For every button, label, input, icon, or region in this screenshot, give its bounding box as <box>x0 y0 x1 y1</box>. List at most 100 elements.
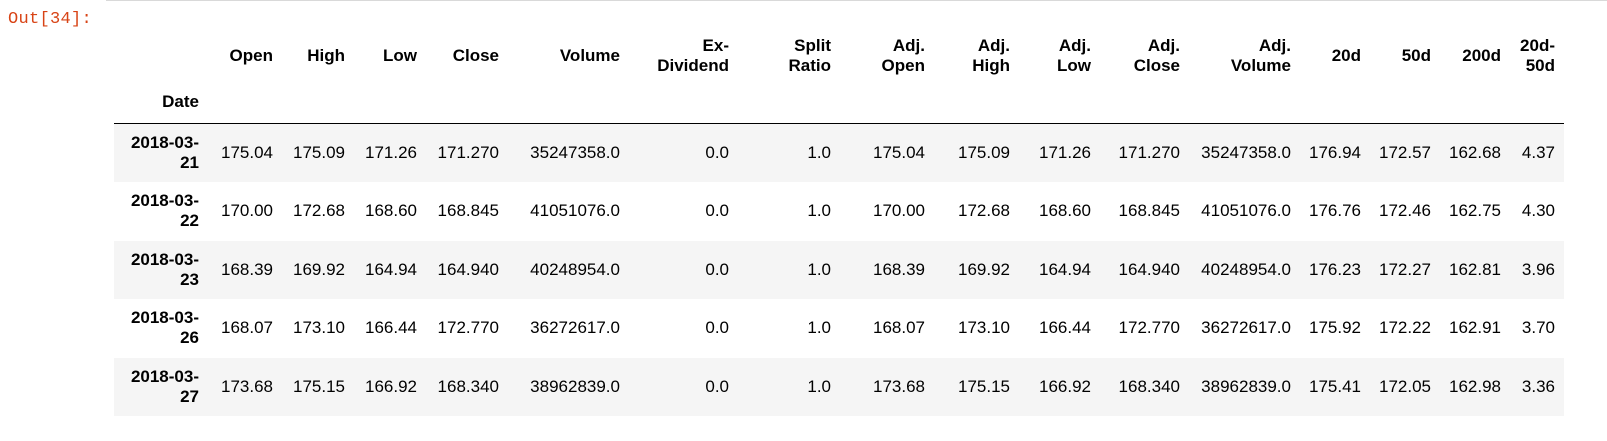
column-header: 20d <box>1300 31 1370 81</box>
column-header: Adj. High <box>934 31 1019 81</box>
table-cell: 172.27 <box>1379 259 1431 279</box>
table-row: 2018-03- 22 170.00 172.68 168.60 168.845 41051… <box>114 182 1564 241</box>
table-cell: 162.98 <box>1449 376 1501 396</box>
table-cell: 164.940 <box>1118 259 1180 279</box>
table-cell: 1.0 <box>807 318 831 338</box>
table-cell: 166.44 <box>1039 318 1091 338</box>
index-name-spacer <box>1019 81 1100 124</box>
column-header-line: Ex- <box>702 36 729 55</box>
column-header-line: Open <box>229 46 273 65</box>
table-cell: 176.94 <box>1309 143 1361 162</box>
column-header: Adj. Low <box>1019 31 1100 81</box>
index-name-spacer <box>1189 81 1300 124</box>
table-cell: 0.0 <box>705 318 729 338</box>
table-body: 2018-03- 21 175.04 175.09 171.26 171.270 35247… <box>114 123 1564 417</box>
column-header-line: Adj. <box>977 36 1010 55</box>
table-cell: 168.39 <box>873 259 925 279</box>
table-cell: 169.92 <box>958 259 1010 279</box>
table-cell: 164.94 <box>1039 259 1091 279</box>
column-header: Open <box>208 31 282 81</box>
table-cell: 0.0 <box>705 259 729 279</box>
table-cell: 172.770 <box>437 318 499 338</box>
table-cell: 171.26 <box>365 143 417 162</box>
table-cell: 1.0 <box>807 259 831 279</box>
table-cell: 41051076.0 <box>1201 201 1291 221</box>
table-cell: 173.68 <box>221 376 273 396</box>
table-cell: 4.30 <box>1521 201 1555 221</box>
table-cell: 168.60 <box>1039 201 1091 221</box>
table-cell: 168.07 <box>873 318 925 338</box>
table-cell: 168.39 <box>221 259 273 279</box>
column-header: Close <box>426 31 508 81</box>
table-cell: 171.26 <box>1039 143 1091 162</box>
row-index-line: 27 <box>180 386 199 406</box>
table-cell: 38962839.0 <box>530 376 620 396</box>
column-header-line: High <box>972 56 1010 75</box>
index-name-spacer <box>426 81 508 124</box>
column-header-line: Adj. <box>892 36 925 55</box>
table-cell: 40248954.0 <box>1201 259 1291 279</box>
table-cell: 175.92 <box>1309 318 1361 338</box>
table-cell: 172.05 <box>1379 376 1431 396</box>
table-cell: 166.92 <box>365 376 417 396</box>
table-cell: 35247358.0 <box>530 143 620 162</box>
index-name-spacer <box>1370 81 1440 124</box>
table-cell: 164.940 <box>437 259 499 279</box>
row-index: 2018-03- 27 <box>114 358 208 417</box>
table-cell: 175.41 <box>1309 376 1361 396</box>
index-name-spacer <box>1510 81 1564 124</box>
column-header-line: Adj. <box>1147 36 1180 55</box>
table-cell: 175.15 <box>293 376 345 396</box>
column-header-line: Volume <box>559 46 620 65</box>
column-header-line: Split <box>794 36 831 55</box>
table-cell: 0.0 <box>705 376 729 396</box>
column-header: Ex- Dividend <box>629 31 738 81</box>
table-cell: 176.76 <box>1309 201 1361 221</box>
table-cell: 172.770 <box>1118 318 1180 338</box>
table-cell: 40248954.0 <box>530 259 620 279</box>
index-name-row: Date <box>114 81 1564 124</box>
column-header-line: High <box>307 46 345 65</box>
row-index-line: 2018-03- <box>130 366 199 386</box>
table-cell: 168.340 <box>437 376 499 396</box>
table-cell: 170.00 <box>873 201 925 221</box>
index-name-spacer <box>282 81 354 124</box>
index-corner <box>114 31 208 81</box>
table-cell: 41051076.0 <box>530 201 620 221</box>
row-index-line: 23 <box>180 269 199 289</box>
table-cell: 162.91 <box>1449 318 1501 338</box>
table-cell: 170.00 <box>221 201 273 221</box>
index-name-spacer <box>1300 81 1370 124</box>
row-index: 2018-03- 23 <box>114 241 208 300</box>
column-header-line: Volume <box>1230 56 1291 75</box>
column-header-line: Adj. <box>1258 36 1291 55</box>
column-header-line: Adj. <box>1058 36 1091 55</box>
column-header-line: Close <box>1133 56 1180 75</box>
row-index-line: 2018-03- <box>130 308 199 328</box>
row-index-line: 26 <box>180 328 199 348</box>
column-header-line: Low <box>1057 56 1091 75</box>
column-header-line: 200d <box>1462 46 1501 65</box>
table-cell: 175.09 <box>958 143 1010 162</box>
column-header: 200d <box>1440 31 1510 81</box>
table-cell: 171.270 <box>437 143 499 162</box>
row-index: 2018-03- 22 <box>114 182 208 241</box>
table-cell: 175.04 <box>873 143 925 162</box>
row-index-line: 2018-03- <box>130 133 199 152</box>
index-name-spacer <box>1100 81 1189 124</box>
index-name-spacer <box>629 81 738 124</box>
table-cell: 175.04 <box>221 143 273 162</box>
table-cell: 3.70 <box>1521 318 1555 338</box>
table-cell: 36272617.0 <box>530 318 620 338</box>
table-cell: 166.92 <box>1039 376 1091 396</box>
table-cell: 176.23 <box>1309 259 1361 279</box>
table-cell: 38962839.0 <box>1201 376 1291 396</box>
column-header-line: 20d <box>1331 46 1361 65</box>
row-index-line: 22 <box>180 211 199 231</box>
column-header-line: Low <box>383 46 417 65</box>
table-cell: 3.96 <box>1521 259 1555 279</box>
table-cell: 173.10 <box>958 318 1010 338</box>
table-cell: 168.07 <box>221 318 273 338</box>
table-cell: 1.0 <box>807 376 831 396</box>
table-cell: 173.10 <box>293 318 345 338</box>
